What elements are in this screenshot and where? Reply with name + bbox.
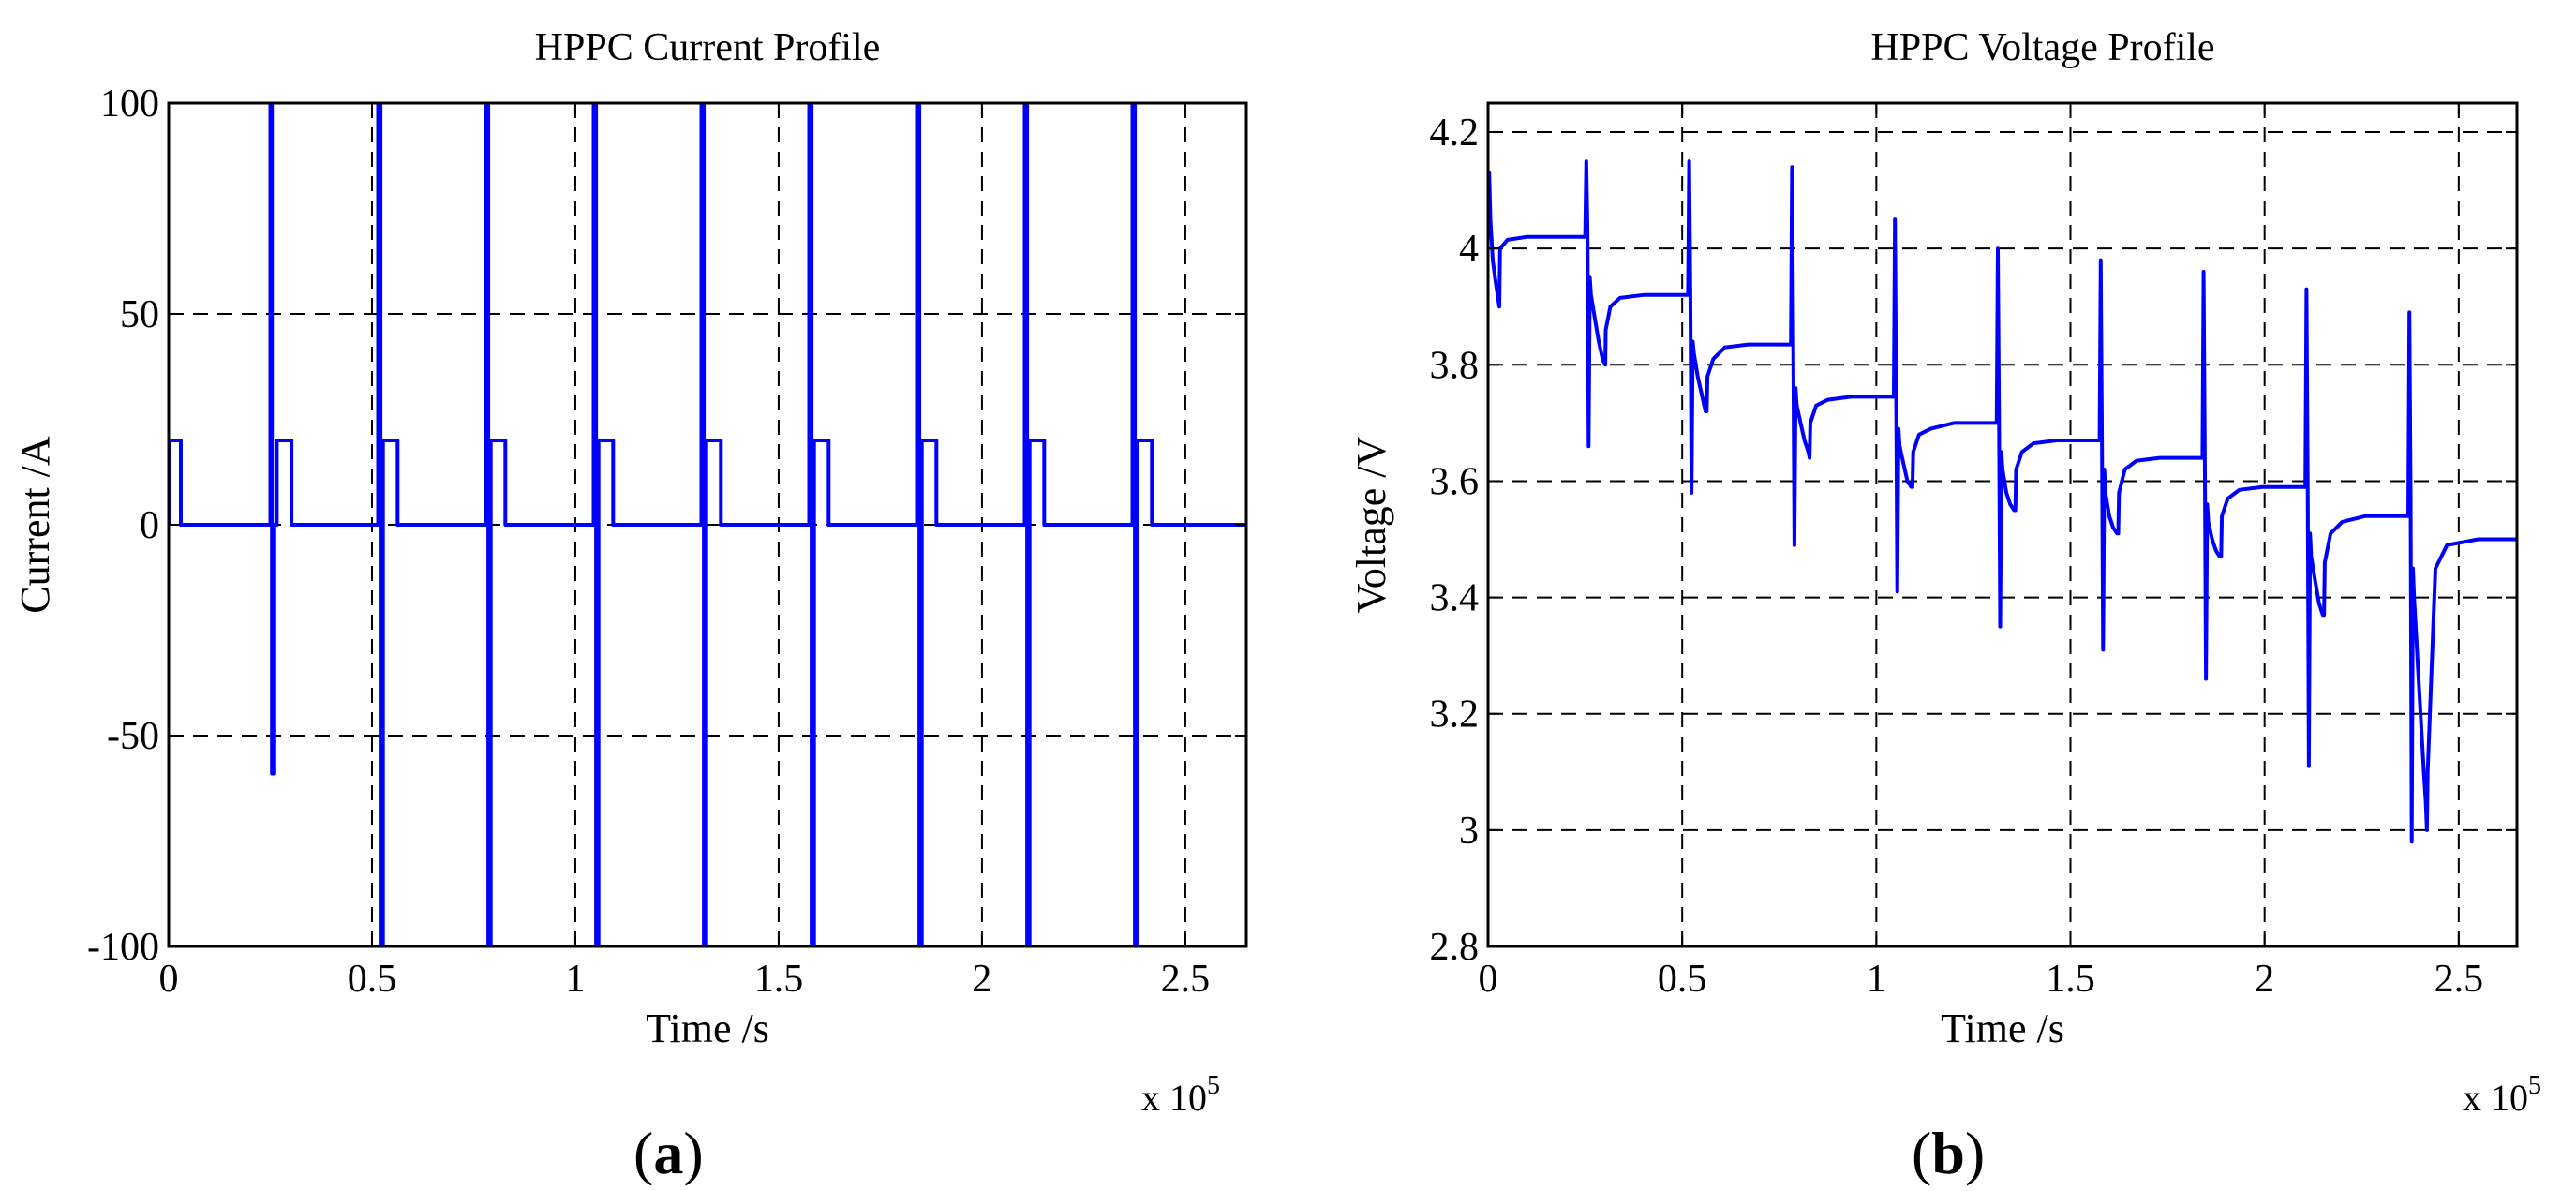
y-tick-label: 100 (100, 82, 159, 126)
x-axis-exponent-power: 5 (1207, 1071, 1220, 1100)
x-axis-exponent-base: x 10 (1141, 1077, 1207, 1119)
x-axis-exponent-power: 5 (2528, 1071, 2541, 1100)
plot-area (169, 103, 1246, 946)
x-axis-exponent-base: x 10 (2463, 1077, 2528, 1119)
axis-ticks: 0 0.5 1 1.5 2 2.5 -100 -50 0 50 100 (87, 82, 1246, 1001)
x-tick-label: 0.5 (1658, 958, 1707, 1001)
x-axis-label: Time /s (646, 1005, 769, 1051)
y-tick-label: -50 (107, 715, 159, 758)
y-tick-label: 3.8 (1430, 344, 1480, 387)
y-tick-label: 4.2 (1430, 112, 1480, 155)
panel-label-letter: a (653, 1120, 683, 1186)
x-tick-label: 2.5 (2435, 958, 2484, 1001)
panel-label-letter: b (1931, 1120, 1965, 1186)
current-chart: HPPC Current Profile 0 0.5 1 1.5 2 2.5 -100 -50… (12, 26, 1248, 1186)
x-axis-exponent: x 105 (1141, 1071, 1220, 1119)
panel-label-open: ( (633, 1120, 653, 1186)
chart-title: HPPC Current Profile (535, 26, 881, 69)
y-tick-label: 3.6 (1430, 460, 1480, 503)
panel-label-close: ) (683, 1120, 703, 1186)
y-tick-label: 3.4 (1430, 577, 1480, 620)
x-tick-label: 0.5 (348, 958, 397, 1001)
y-tick-label: 2.8 (1430, 926, 1480, 969)
y-tick-label: 3 (1459, 810, 1479, 853)
y-tick-label: 0 (140, 504, 159, 547)
y-axis-label: Voltage /V (1348, 436, 1394, 613)
x-tick-label: 2.5 (1161, 958, 1211, 1001)
x-tick-label: 2 (2255, 958, 2274, 1001)
x-tick-label: 2 (972, 958, 991, 1001)
panel-label: (a) (633, 1120, 704, 1186)
y-tick-label: -100 (87, 926, 159, 969)
x-tick-label: 0 (1479, 958, 1498, 1001)
x-tick-label: 1 (1867, 958, 1886, 1001)
y-axis-label: Current /A (12, 436, 58, 614)
plot-frame (1486, 101, 2519, 948)
y-tick-label: 3.2 (1430, 693, 1480, 737)
x-tick-label: 1.5 (2046, 958, 2095, 1001)
x-axis-exponent: x 105 (2463, 1071, 2541, 1119)
x-axis-label: Time /s (1941, 1005, 2064, 1051)
panel-label-close: ) (1965, 1120, 1985, 1186)
plot-area (1488, 159, 2517, 844)
y-tick-label: 50 (120, 293, 159, 336)
panel-label-open: ( (1912, 1120, 1931, 1186)
chart-title: HPPC Voltage Profile (1870, 26, 2214, 69)
x-tick-label: 0 (159, 958, 179, 1001)
grid-lines (1488, 103, 2517, 946)
x-tick-label: 1 (565, 958, 585, 1001)
y-tick-label: 4 (1459, 228, 1479, 271)
voltage-chart: HPPC Voltage Profile 0 0.5 1 1.5 2 2.5 2.8 3 3.2… (1348, 26, 2541, 1186)
x-tick-label: 1.5 (754, 958, 804, 1001)
panel-label: (b) (1912, 1120, 1985, 1186)
axis-ticks: 0 0.5 1 1.5 2 2.5 2.8 3 3.2 3.4 3.6 3.8 4 4.2 (1430, 103, 2517, 1001)
series-line (1488, 159, 2517, 844)
series-line (169, 103, 1246, 946)
